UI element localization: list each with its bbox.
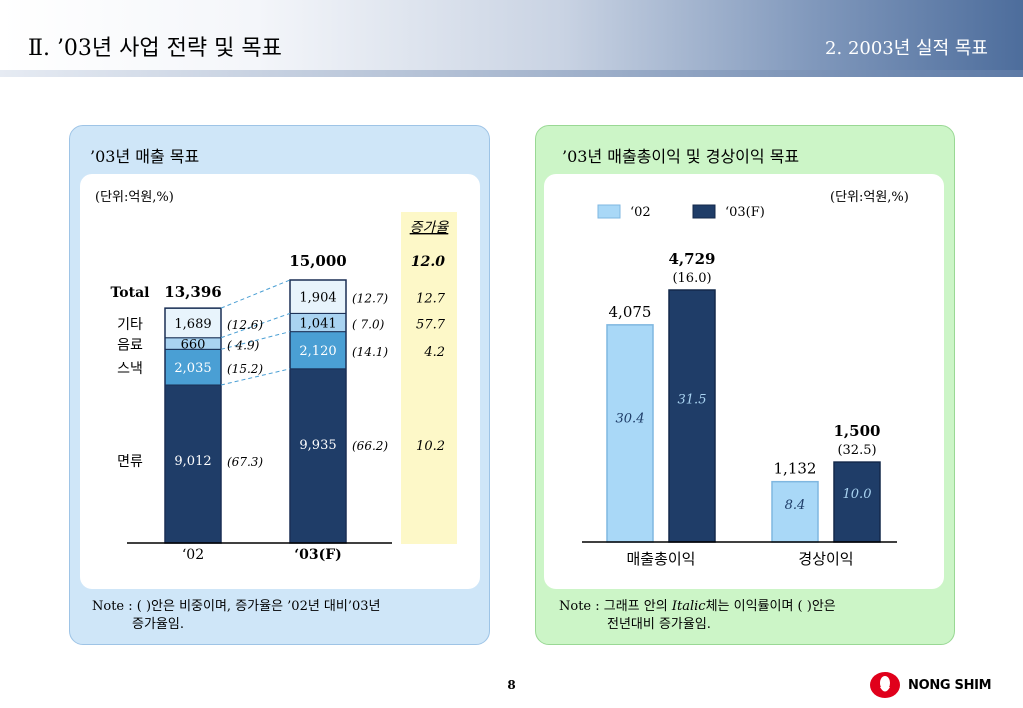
profit-rate-label: 10.0 — [843, 487, 872, 502]
sales-category-label: 기타 — [117, 317, 143, 333]
total-value-02: 13,396 — [164, 283, 221, 301]
sales-category-label: 음료 — [117, 338, 143, 354]
sales-x-tick: ‘02 — [182, 547, 204, 563]
sales-bar-segment — [164, 384, 222, 544]
sales-bar-segment — [289, 279, 347, 314]
sales-share-label: (12.7) — [352, 292, 388, 306]
sales-connector-line — [220, 331, 291, 350]
profit-note-italic: Italic — [671, 599, 706, 614]
sales-category-label: 스낵 — [117, 361, 143, 377]
sales-bar-segment — [164, 348, 222, 386]
profit-rate-label: 8.4 — [785, 498, 806, 513]
sales-bar-segment — [164, 307, 222, 339]
sales-growth-label: 12.7 — [416, 292, 446, 307]
sales-connector-line — [220, 279, 291, 309]
sales-share-label: ( 7.0) — [352, 318, 385, 332]
sales-bar-segment — [289, 368, 347, 544]
profit-note: Note : 그래프 안의 Italic체는 이익률이며 ( )안은 전년대비 … — [559, 598, 836, 634]
sales-category-label: 면류 — [117, 454, 143, 470]
sales-share-label: (15.2) — [227, 362, 263, 376]
sales-value-label: 9,012 — [174, 454, 211, 469]
sales-value-label: 660 — [181, 338, 206, 353]
sales-value-label: 1,041 — [299, 317, 336, 332]
company-name: NONG SHIM — [908, 678, 992, 693]
profit-rate-label: 31.5 — [678, 392, 707, 407]
legend-label: ‘03(F) — [725, 205, 765, 220]
sales-share-label: (66.2) — [352, 439, 388, 453]
profit-growth-label: (32.5) — [837, 443, 876, 458]
sales-value-label: 2,035 — [174, 361, 211, 376]
growth-rate-column — [401, 212, 457, 544]
sales-growth-label: 10.2 — [416, 439, 445, 454]
sales-share-label: ( 4.9) — [227, 339, 260, 353]
profit-growth-label: (16.0) — [672, 271, 711, 286]
sales-value-label: 9,935 — [299, 438, 336, 453]
legend-label: ‘02 — [630, 205, 651, 220]
sales-value-label: 2,120 — [299, 344, 336, 359]
sales-connector-line — [220, 312, 291, 339]
header-bar — [0, 70, 1023, 77]
profit-note-text-a: Note : 그래프 안의 — [559, 599, 672, 614]
profit-note-line-1: Note : 그래프 안의 Italic체는 이익률이며 ( )안은 — [559, 598, 836, 616]
sales-target-title: ’03년 매출 목표 — [90, 147, 200, 166]
sales-share-label: (67.3) — [227, 455, 263, 469]
profit-target-title: ’03년 매출총이익 및 경상이익 목표 — [562, 147, 800, 166]
sales-share-label: (12.6) — [227, 318, 263, 332]
page-number: 8 — [507, 678, 516, 692]
sales-value-label: 1,904 — [299, 291, 336, 306]
sales-x-tick: ‘03(F) — [294, 547, 342, 563]
sales-growth-label: 4.2 — [423, 345, 445, 360]
section-title: 2. 2003년 실적 목표 — [825, 38, 988, 59]
profit-bar — [833, 461, 881, 543]
profit-value-label: 4,075 — [609, 303, 652, 321]
sales-note: Note : ( )안은 비중이며, 증가율은 ’02년 대비’03년 증가율임… — [92, 598, 381, 634]
sales-unit-label: (단위:억원,%) — [95, 190, 174, 205]
sales-value-label: 1,689 — [174, 317, 211, 332]
total-value-03: 15,000 — [289, 252, 346, 270]
sales-share-label: (14.1) — [352, 345, 388, 359]
header-band — [0, 0, 1023, 72]
profit-x-tick: 경상이익 — [798, 550, 853, 568]
profit-x-tick: 매출총이익 — [626, 550, 695, 568]
sales-note-line-2: 증가율임. — [132, 617, 184, 632]
nongshim-logo-icon — [870, 672, 900, 698]
profit-rate-label: 30.4 — [616, 412, 645, 427]
profit-bar — [668, 289, 716, 543]
growth-rate-header: 증가율 — [410, 220, 450, 236]
profit-value-label: 1,500 — [834, 422, 881, 440]
sales-connector-line — [220, 368, 291, 386]
profit-value-label: 1,132 — [774, 460, 817, 478]
profit-unit-label: (단위:억원,%) — [830, 190, 909, 205]
sales-growth-label: 57.7 — [416, 318, 446, 333]
page-title: Ⅱ. ’03년 사업 전략 및 목표 — [28, 36, 282, 61]
profit-note-text-c: 체는 이익률이며 ( )안은 — [705, 599, 836, 614]
profit-note-line-2: 전년대비 증가율임. — [607, 617, 711, 632]
profit-bar — [771, 480, 819, 543]
legend-swatch — [692, 204, 716, 219]
profit-bar — [606, 324, 654, 543]
sales-note-line-1: Note : ( )안은 비중이며, 증가율은 ’02년 대비’03년 — [92, 599, 381, 614]
total-growth-label: 12.0 — [411, 254, 445, 270]
profit-value-label: 4,729 — [669, 250, 716, 268]
legend-swatch — [597, 204, 621, 219]
total-label: Total — [110, 285, 149, 301]
